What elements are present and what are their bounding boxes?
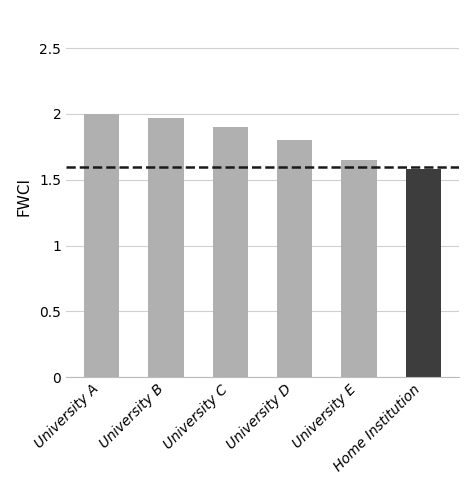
Y-axis label: FWCI: FWCI [16, 177, 31, 216]
Bar [213, 127, 248, 377]
Bar [405, 169, 441, 377]
Bar [149, 118, 184, 377]
Bar [84, 114, 120, 377]
Bar [342, 160, 377, 377]
Bar [277, 140, 312, 377]
